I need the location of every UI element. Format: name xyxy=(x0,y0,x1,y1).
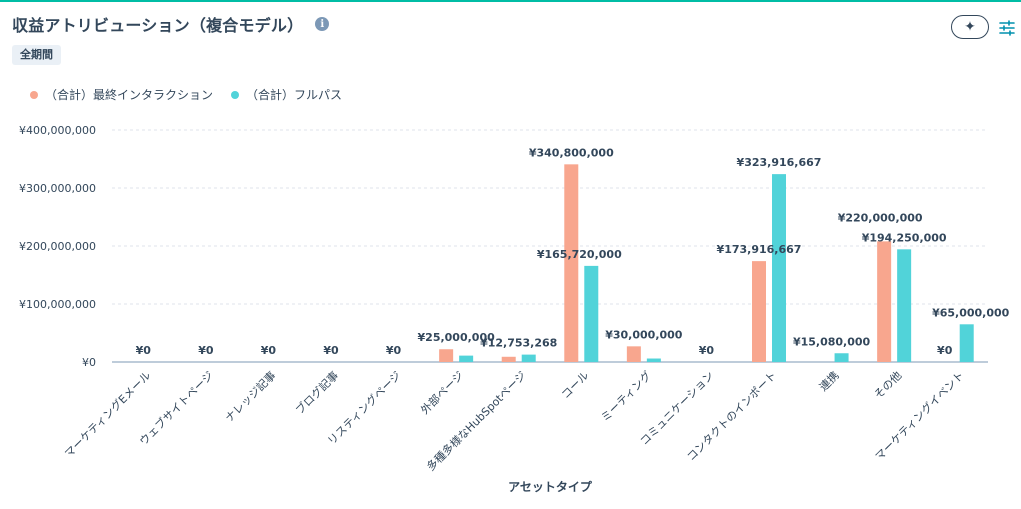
legend-item-full-path[interactable]: （合計）フルパス xyxy=(231,86,342,103)
y-tick-label: ¥300,000,000 xyxy=(19,182,96,195)
bar[interactable] xyxy=(459,355,474,362)
x-tick-label: ミーティング xyxy=(598,368,654,424)
top-accent-border xyxy=(0,0,1021,2)
x-tick-label: コール xyxy=(559,369,592,402)
info-icon[interactable]: i xyxy=(315,17,330,31)
legend-dot-series-2 xyxy=(231,90,240,99)
data-label: ¥323,916,667 xyxy=(737,156,822,169)
x-tick-label: その他 xyxy=(872,369,905,402)
bar[interactable] xyxy=(501,356,516,362)
data-label: ¥0 xyxy=(323,344,339,357)
bar[interactable] xyxy=(877,241,892,362)
report-title: 収益アトリビューション（複合モデル） xyxy=(12,16,304,35)
x-tick-label: ブログ記事 xyxy=(292,368,341,417)
bar[interactable] xyxy=(646,358,661,362)
data-label: ¥173,916,667 xyxy=(717,243,802,256)
date-range-badge[interactable]: 全期間 xyxy=(12,45,61,65)
data-label: ¥0 xyxy=(198,344,214,357)
report-header: 収益アトリビューション（複合モデル） i xyxy=(12,12,330,36)
data-label: ¥340,800,000 xyxy=(529,146,614,159)
chart-legend: （合計）最終インタラクション （合計）フルパス xyxy=(30,86,360,103)
x-tick-label: 連携 xyxy=(816,368,841,393)
x-axis-title: アセットタイプ xyxy=(508,479,593,494)
bar[interactable] xyxy=(564,164,579,362)
data-label: ¥165,720,000 xyxy=(537,248,622,261)
legend-dot-series-1 xyxy=(30,90,38,99)
y-tick-label: ¥200,000,000 xyxy=(19,240,96,253)
bar[interactable] xyxy=(626,346,641,362)
legend-item-last-interaction[interactable]: （合計）最終インタラクション xyxy=(30,86,213,103)
data-label: ¥0 xyxy=(386,344,402,357)
legend-label: （合計）最終インタラクション xyxy=(45,88,214,102)
data-label: ¥65,000,000 xyxy=(932,306,1010,319)
bar[interactable] xyxy=(584,265,599,362)
sliders-icon[interactable] xyxy=(998,19,1016,37)
sparkle-icon: ✦ xyxy=(964,19,976,35)
data-label: ¥0 xyxy=(937,344,953,357)
data-label: ¥0 xyxy=(261,344,277,357)
data-label: ¥0 xyxy=(699,344,715,357)
data-label: ¥12,753,268 xyxy=(480,337,557,350)
bar[interactable] xyxy=(752,261,766,362)
bar[interactable] xyxy=(959,324,974,362)
x-tick-label: ナレッジ記事 xyxy=(222,368,279,425)
bar[interactable] xyxy=(439,349,454,362)
x-tick-label: 多種多様なHubSpotページ xyxy=(423,368,528,473)
bar[interactable] xyxy=(521,354,536,362)
y-tick-label: ¥400,000,000 xyxy=(19,124,96,137)
data-label: ¥220,000,000 xyxy=(838,211,923,224)
bar[interactable] xyxy=(897,249,912,362)
data-label: ¥30,000,000 xyxy=(605,328,683,341)
bar[interactable] xyxy=(772,174,786,362)
bar[interactable] xyxy=(834,353,849,362)
data-label: ¥194,250,000 xyxy=(862,231,947,244)
data-label: ¥15,080,000 xyxy=(793,335,871,348)
data-label: ¥25,000,000 xyxy=(418,331,496,344)
y-tick-label: ¥100,000,000 xyxy=(19,298,96,311)
x-tick-label: マーケティングEメール xyxy=(61,368,153,460)
data-label: ¥0 xyxy=(136,344,152,357)
legend-label: （合計）フルパス xyxy=(246,88,343,102)
y-tick-label: ¥0 xyxy=(82,356,96,369)
x-tick-label: 外部ページ xyxy=(418,368,467,417)
ai-insights-button[interactable]: ✦ xyxy=(951,15,989,39)
